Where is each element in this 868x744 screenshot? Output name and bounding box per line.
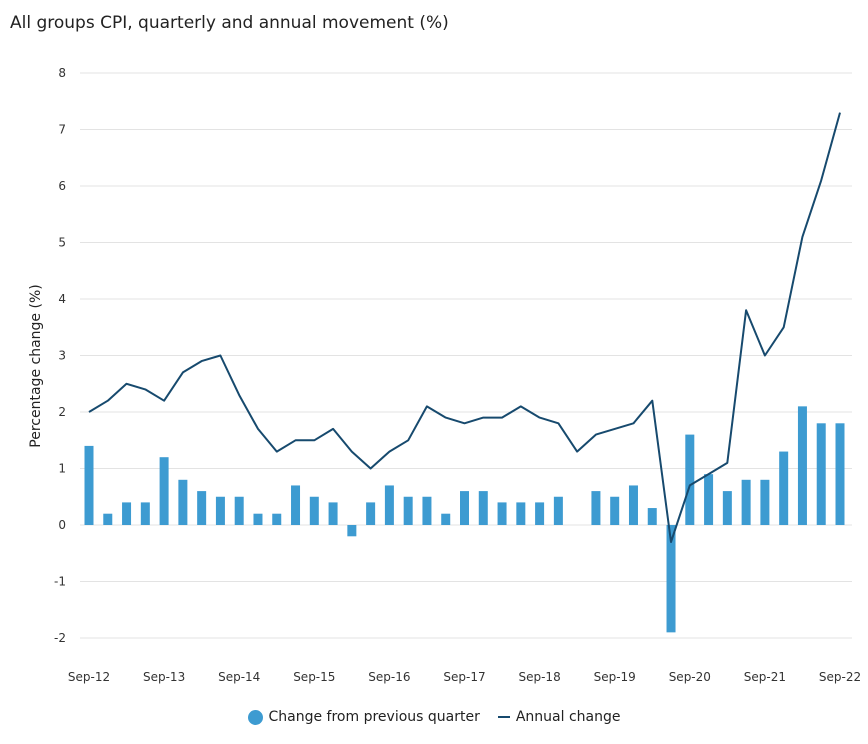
y-tick-label: -1 <box>54 575 66 589</box>
bar <box>535 502 545 525</box>
chart-title: All groups CPI, quarterly and annual mov… <box>10 13 449 33</box>
x-tick-label: Sep-13 <box>143 670 185 684</box>
y-tick-label: 4 <box>58 292 66 306</box>
bar <box>403 496 413 525</box>
bar <box>760 479 770 525</box>
x-tick-label: Sep-16 <box>368 670 410 684</box>
y-tick-label: 0 <box>58 518 66 532</box>
bar <box>704 474 714 525</box>
bar <box>553 496 563 525</box>
bar <box>797 406 807 525</box>
bar <box>84 445 94 525</box>
bar <box>478 491 488 525</box>
bar <box>422 496 432 525</box>
bar <box>178 479 188 525</box>
bar <box>309 496 319 525</box>
bar <box>591 491 601 525</box>
legend: Change from previous quarter Annual chan… <box>0 709 868 725</box>
bar <box>628 485 638 525</box>
x-tick-label: Sep-20 <box>669 670 711 684</box>
y-tick-label: 7 <box>58 123 66 137</box>
bar <box>610 496 620 525</box>
legend-label: Change from previous quarter <box>268 709 480 725</box>
annual-change-line <box>88 112 841 543</box>
y-axis-label: Percentage change (%) <box>28 284 44 447</box>
bar <box>497 502 507 525</box>
bar <box>140 502 150 525</box>
y-tick-label: 3 <box>58 349 66 363</box>
x-tick-label: Sep-15 <box>293 670 335 684</box>
y-tick-label: 1 <box>58 462 66 476</box>
bar <box>122 502 132 525</box>
x-tick-label: Sep-17 <box>443 670 485 684</box>
bar <box>666 525 676 633</box>
bar <box>103 513 113 525</box>
x-tick-label: Sep-19 <box>594 670 636 684</box>
bar <box>159 457 169 525</box>
bar <box>234 496 244 525</box>
x-tick-label: Sep-14 <box>218 670 260 684</box>
bar <box>647 508 657 525</box>
bar <box>685 434 695 525</box>
cpi-chart: -2 -1 0 1 2 3 4 5 6 7 8 Percentage change (%) Sep-12… <box>28 66 861 684</box>
y-tick-label: 5 <box>58 236 66 250</box>
bar <box>215 496 225 525</box>
bar <box>779 451 789 525</box>
bar <box>460 491 469 525</box>
bar <box>328 502 338 525</box>
bar <box>197 491 207 525</box>
y-tick-label: -2 <box>54 631 66 645</box>
x-tick-label: Sep-21 <box>744 670 786 684</box>
y-tick-label: 6 <box>58 179 66 193</box>
bar <box>722 491 732 525</box>
legend-label: Annual change <box>515 709 621 725</box>
x-tick-label: Sep-18 <box>518 670 560 684</box>
legend-item-quarterly[interactable]: Change from previous quarter <box>247 709 480 725</box>
bar <box>384 485 394 525</box>
y-tick-label: 8 <box>58 66 66 80</box>
bar <box>291 485 301 525</box>
bar <box>272 513 282 525</box>
bar <box>347 525 357 537</box>
bar <box>835 423 845 525</box>
bar-series-swatch-icon <box>247 709 263 725</box>
x-tick-label: Sep-12 <box>68 670 110 684</box>
y-tick-label: 2 <box>58 405 66 419</box>
bar <box>441 513 451 525</box>
x-tick-label: Sep-22 <box>819 670 861 684</box>
bar <box>741 479 751 525</box>
legend-item-annual[interactable]: Annual change <box>497 709 621 725</box>
bar <box>366 502 376 525</box>
bar <box>516 502 526 525</box>
bar <box>253 513 263 525</box>
bar <box>816 423 826 525</box>
line-series-swatch-icon <box>497 716 510 718</box>
